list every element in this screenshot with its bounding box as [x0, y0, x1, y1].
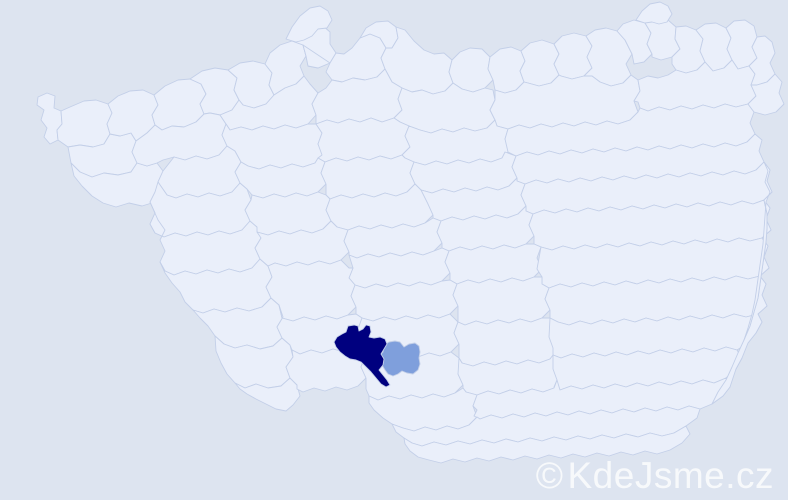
highlighted-district-level-1[interactable] [378, 340, 421, 377]
district-shape[interactable] [747, 73, 785, 116]
district-shape[interactable] [264, 40, 307, 96]
district-shape[interactable] [553, 32, 593, 80]
district-shape[interactable] [315, 117, 411, 163]
district-shape[interactable] [452, 276, 551, 326]
district-shape[interactable] [635, 1, 673, 25]
highlighted-district-level-2[interactable] [333, 324, 391, 388]
district-shape[interactable] [519, 39, 560, 87]
district-shape[interactable] [234, 377, 301, 412]
district-shape[interactable] [403, 425, 691, 464]
district-shape[interactable] [444, 243, 543, 285]
district-shape[interactable] [285, 5, 333, 43]
district-layer [36, 1, 785, 464]
district-shape[interactable] [244, 191, 332, 236]
district-shape[interactable] [743, 161, 773, 341]
district-shape[interactable] [453, 317, 559, 367]
district-shape[interactable] [320, 154, 416, 200]
